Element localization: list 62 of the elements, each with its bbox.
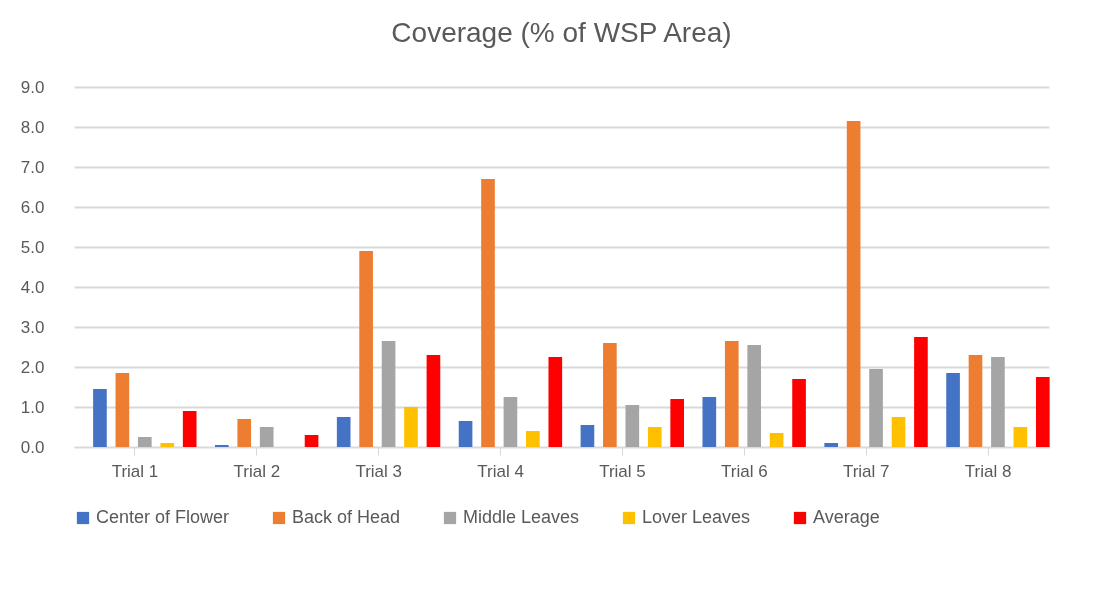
x-tick-label: Trial 4 xyxy=(477,461,524,481)
y-tick-label: 8.0 xyxy=(20,117,45,137)
bar xyxy=(182,411,197,447)
bar xyxy=(580,425,595,447)
bar xyxy=(968,355,983,447)
bar xyxy=(526,431,540,447)
bar xyxy=(481,179,495,447)
bar xyxy=(603,343,617,447)
y-tick-label: 6.0 xyxy=(20,197,45,217)
bar xyxy=(792,379,806,447)
y-tick-label: 3.0 xyxy=(20,317,45,337)
y-tick-label: 1.0 xyxy=(20,397,45,417)
y-tick-label: 2.0 xyxy=(20,357,45,377)
bar xyxy=(702,397,717,447)
bar xyxy=(548,357,563,447)
bar xyxy=(404,407,418,447)
y-tick-label: 4.0 xyxy=(20,277,45,297)
bar xyxy=(747,345,762,447)
bar xyxy=(846,121,861,447)
bar xyxy=(458,421,473,447)
y-tick-label: 5.0 xyxy=(20,237,45,257)
x-tick-label: Trial 7 xyxy=(842,461,890,481)
bar xyxy=(93,389,107,447)
x-tick-label: Trial 8 xyxy=(964,461,1012,481)
legend-label: Back of Head xyxy=(292,507,401,527)
legend-label: Lover Leaves xyxy=(642,507,751,527)
legend-label: Middle Leaves xyxy=(463,507,580,527)
y-tick-label: 0.0 xyxy=(20,437,45,457)
bar xyxy=(891,417,906,447)
y-tick-label: 7.0 xyxy=(20,157,45,177)
bar xyxy=(503,397,518,447)
bar xyxy=(137,437,152,447)
bar xyxy=(991,357,1005,447)
bar xyxy=(426,355,441,447)
bar xyxy=(869,369,883,447)
legend-label: Center of Flower xyxy=(96,507,230,527)
bar xyxy=(304,435,319,447)
x-tick-label: Trial 2 xyxy=(233,461,281,481)
bar xyxy=(946,373,960,447)
chart-title: Coverage (% of WSP Area) xyxy=(391,17,732,48)
bar xyxy=(824,443,839,447)
bar xyxy=(381,341,396,447)
bar xyxy=(625,405,640,447)
bar xyxy=(115,373,130,447)
bar xyxy=(1013,427,1028,447)
bar xyxy=(259,427,274,447)
legend-label: Average xyxy=(813,507,880,527)
bar xyxy=(769,433,784,447)
y-tick-label: 9.0 xyxy=(20,77,45,97)
bar xyxy=(359,251,373,447)
bar xyxy=(336,417,351,447)
x-tick-label: Trial 6 xyxy=(721,461,768,481)
x-tick-label: Trial 3 xyxy=(355,461,402,481)
bar xyxy=(647,427,662,447)
bar xyxy=(1035,377,1050,447)
x-tick-label: Trial 1 xyxy=(111,461,159,481)
bar xyxy=(914,337,928,447)
bar xyxy=(724,341,739,447)
x-tick-label: Trial 5 xyxy=(599,461,646,481)
bar xyxy=(670,399,685,447)
bar xyxy=(160,443,175,447)
bar xyxy=(237,419,252,447)
